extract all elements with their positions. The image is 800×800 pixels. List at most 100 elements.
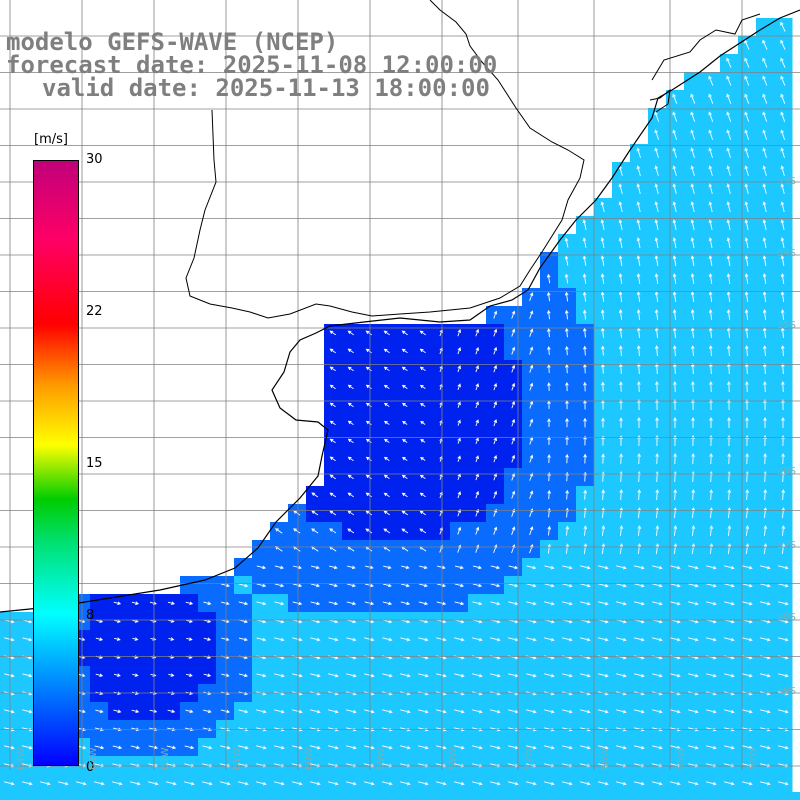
wind-arrow [221, 637, 230, 642]
wind-arrow [583, 417, 587, 428]
wind-arrow [382, 583, 392, 588]
wind-arrow [167, 709, 176, 714]
wind-cell [198, 792, 217, 800]
wind-arrow [634, 745, 645, 750]
wind-arrow [475, 437, 479, 445]
wind-arrow [760, 745, 771, 750]
wind-arrow [529, 454, 534, 463]
wind-arrow [780, 309, 785, 321]
wind-arrow [475, 455, 479, 463]
wind-arrow [311, 510, 319, 516]
wind-arrow [328, 709, 339, 714]
wind-arrow [457, 328, 462, 337]
wind-arrow [383, 330, 390, 336]
wind-arrow [148, 745, 159, 750]
wind-arrow [365, 438, 372, 443]
wind-cell [468, 792, 487, 800]
wind-arrow [565, 489, 569, 500]
wind-arrow [511, 454, 516, 463]
wind-arrow [726, 255, 731, 266]
wind-arrow [709, 417, 713, 429]
wind-arrow [636, 255, 641, 266]
wind-arrow [420, 456, 426, 461]
wind-arrow [709, 399, 713, 411]
wind-arrow [401, 384, 408, 389]
wind-arrow [762, 129, 768, 140]
wind-arrow [726, 165, 731, 176]
wind-cell [180, 576, 199, 595]
wind-arrow [742, 637, 753, 642]
wind-arrow [546, 273, 551, 284]
wind-arrow [274, 601, 285, 606]
wind-arrow [383, 474, 390, 480]
wind-arrow [742, 745, 753, 750]
wind-arrow [762, 219, 767, 230]
wind-arrow [400, 583, 410, 588]
wind-arrow [346, 637, 357, 642]
colorbar [33, 160, 79, 766]
wind-arrow [328, 781, 339, 786]
wind-arrow [672, 93, 678, 104]
wind-arrow [419, 384, 426, 389]
wind-arrow [708, 201, 713, 212]
wind-arrow [726, 237, 731, 248]
wind-cell [288, 792, 307, 800]
wind-arrow [637, 543, 642, 555]
wind-arrow [742, 781, 753, 786]
wind-arrow [526, 673, 537, 678]
wind-arrow [616, 709, 627, 714]
wind-arrow [564, 327, 569, 338]
wind-arrow [472, 709, 483, 714]
wind-arrow [724, 637, 735, 642]
wind-arrow [493, 490, 498, 499]
wind-cell [108, 792, 127, 800]
wind-arrow [401, 330, 408, 336]
wind-arrow [437, 565, 446, 570]
wind-arrow [652, 745, 663, 750]
wind-arrow [203, 619, 212, 624]
wind-arrow [726, 57, 732, 68]
wind-arrow [691, 543, 696, 555]
wind-arrow [762, 237, 767, 248]
wind-arrow [708, 255, 713, 266]
wind-arrow [490, 709, 501, 714]
wind-arrow [763, 489, 768, 501]
wind-cell [630, 792, 649, 800]
wind-arrow [726, 129, 732, 140]
wind-arrow [742, 601, 753, 606]
wind-arrow [708, 147, 713, 158]
wind-arrow [383, 528, 391, 534]
wind-arrow [727, 489, 732, 501]
wind-arrow [166, 745, 177, 750]
wind-arrow [490, 781, 501, 786]
wind-arrow [618, 219, 623, 230]
wind-arrow [22, 709, 33, 714]
wind-arrow [475, 383, 479, 391]
wind-arrow [436, 745, 447, 750]
wind-arrow [418, 637, 429, 642]
wind-arrow [745, 453, 749, 465]
wind-arrow [618, 309, 623, 320]
wind-arrow [547, 489, 551, 500]
wind-arrow [347, 456, 354, 462]
wind-arrow [690, 309, 695, 321]
wind-arrow [419, 474, 426, 479]
wind-arrow [726, 93, 732, 104]
wind-arrow [691, 363, 695, 375]
wind-arrow [292, 583, 303, 588]
wind-arrow [690, 273, 695, 285]
wind-arrow [418, 601, 429, 606]
wind-arrow [763, 399, 767, 411]
wind-arrow [745, 417, 749, 429]
wind-arrow [564, 291, 569, 302]
wind-speed-field [0, 18, 800, 800]
wind-arrow [726, 345, 731, 357]
wind-arrow [511, 346, 516, 355]
wind-arrow [601, 507, 606, 518]
wind-arrow [564, 255, 569, 266]
wind-arrow [529, 490, 534, 499]
colorbar-tick-30: 30 [86, 152, 103, 167]
wind-arrow [691, 381, 695, 393]
wind-arrow [454, 745, 465, 750]
wind-arrow [185, 673, 193, 677]
